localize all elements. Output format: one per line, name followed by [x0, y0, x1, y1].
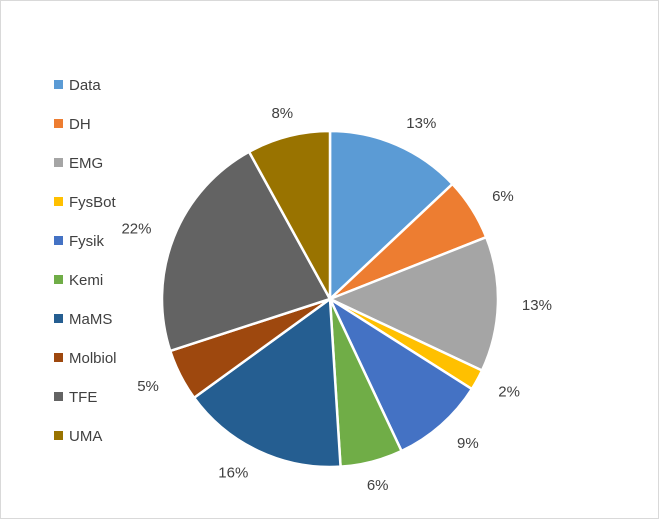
pie-slice-data: [328, 129, 454, 301]
legend-label-dh: DH: [69, 116, 91, 133]
legend-label-kemi: Kemi: [69, 272, 103, 289]
data-label-kemi: 6%: [367, 477, 389, 494]
legend-swatch-emg: [54, 158, 63, 167]
data-label-emg: 13%: [522, 297, 552, 314]
legend-label-emg: EMG: [69, 155, 103, 172]
legend-label-uma: UMA: [69, 428, 102, 445]
legend-swatch-dh: [54, 119, 63, 128]
pie-slice-fysik: [328, 297, 474, 453]
pie-slice-mams: [192, 297, 342, 469]
pie-slice-emg: [328, 235, 500, 372]
legend-swatch-kemi: [54, 275, 63, 284]
legend-swatch-molbiol: [54, 353, 63, 362]
data-label-molbiol: 5%: [137, 378, 159, 395]
data-label-uma: 8%: [271, 105, 293, 122]
legend-swatch-fysbot: [54, 197, 63, 206]
legend-label-mams: MaMS: [69, 311, 112, 328]
data-label-data: 13%: [406, 115, 436, 132]
data-label-tfe: 22%: [121, 220, 151, 237]
legend-swatch-data: [54, 80, 63, 89]
legend-swatch-mams: [54, 314, 63, 323]
legend-swatch-fysik: [54, 236, 63, 245]
legend-swatch-tfe: [54, 392, 63, 401]
pie-slice-tfe: [160, 150, 332, 353]
legend-label-tfe: TFE: [69, 389, 97, 406]
legend-label-fysik: Fysik: [69, 233, 104, 250]
pie-slice-uma: [247, 129, 332, 301]
legend-label-molbiol: Molbiol: [69, 350, 117, 367]
data-label-dh: 6%: [492, 188, 514, 205]
legend-label-data: Data: [69, 77, 101, 94]
legend-swatch-uma: [54, 431, 63, 440]
legend-label-fysbot: FysBot: [69, 194, 117, 211]
data-label-fysbot: 2%: [498, 384, 520, 401]
data-label-mams: 16%: [218, 465, 248, 482]
data-label-fysik: 9%: [457, 435, 479, 452]
